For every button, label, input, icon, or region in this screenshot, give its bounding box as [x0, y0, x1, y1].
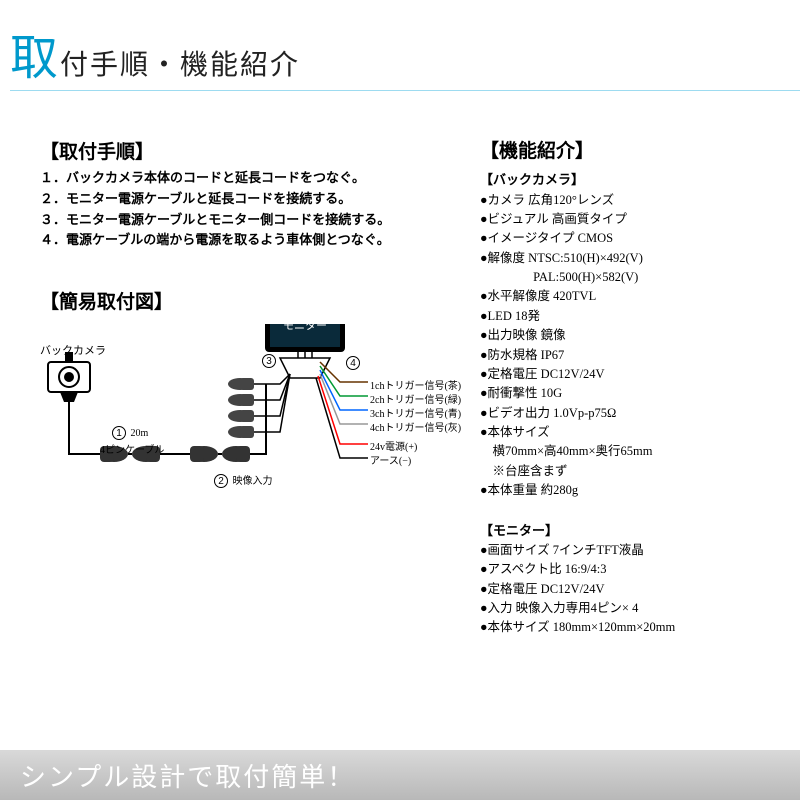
svg-text:モニター: モニター	[283, 324, 327, 332]
spec-line: ●水平解像度 420TVL	[480, 287, 790, 306]
specs-title: 【機能紹介】	[480, 137, 790, 166]
spec-line: 横70mm×高40mm×奥行65mm	[480, 442, 790, 461]
camera-header: 【バックカメラ】	[480, 170, 790, 190]
marker-1: 1 20m	[112, 426, 148, 440]
label-ch1: 1chトリガー信号(茶)	[370, 377, 461, 392]
label-power: 24v電源(+)	[370, 438, 417, 453]
steps-title: 【取付手順】	[40, 137, 480, 164]
circled-number: 4	[346, 356, 360, 370]
header-underline	[10, 90, 800, 91]
wiring-diagram: モニター バックカメラ 1 20m 4ピンケーブル	[40, 324, 480, 604]
monitor-icon: モニター	[265, 324, 345, 352]
header-first-char: 取	[10, 32, 60, 85]
label-ch3: 3chトリガー信号(青)	[370, 405, 461, 420]
monitor-header: 【モニター】	[480, 521, 790, 541]
header-rest: 付手順・機能紹介	[60, 50, 300, 81]
footer-bar: シンプル設計で取付簡単！	[0, 750, 800, 800]
page-header: 取付手順・機能紹介	[0, 0, 800, 97]
spec-line: ●画面サイズ 7インチTFT液晶	[480, 541, 790, 560]
connector-icon	[190, 446, 218, 462]
spec-line: ●LED 18発	[480, 307, 790, 326]
spec-line: ●定格電圧 DC12V/24V	[480, 580, 790, 599]
spec-line: ●ビデオ出力 1.0Vp-p75Ω	[480, 404, 790, 423]
spec-line: ●イメージタイプ CMOS	[480, 229, 790, 248]
monitor-specs: ●画面サイズ 7インチTFT液晶 ●アスペクト比 16:9/4:3 ●定格電圧 …	[480, 541, 790, 638]
label-cable-type: 4ピンケーブル	[100, 441, 164, 456]
spec-line: ●ビジュアル 高画質タイプ	[480, 210, 790, 229]
left-column: 【取付手順】 １．バックカメラ本体のコードと延長コードをつなぐ。 ２．モニター電…	[40, 137, 480, 638]
input-connector	[228, 426, 254, 438]
spec-line: ●入力 映像入力専用4ピン× 4	[480, 599, 790, 618]
spec-line: ●本体サイズ	[480, 423, 790, 442]
input-connector	[228, 394, 254, 406]
marker-2: 2 映像入力	[214, 472, 273, 488]
spec-line: ●出力映像 鏡像	[480, 326, 790, 345]
label-ch2: 2chトリガー信号(緑)	[370, 391, 461, 406]
circled-number: 2	[214, 474, 228, 488]
spec-line: ●本体重量 約280g	[480, 481, 790, 500]
spec-line: ※台座含まず	[480, 462, 790, 481]
spec-line: ●解像度 NTSC:510(H)×492(V)	[480, 249, 790, 268]
diagram-svg: モニター	[40, 324, 480, 604]
label-backcamera: バックカメラ	[40, 342, 106, 358]
step-line: ２．モニター電源ケーブルと延長コードを接続する。	[40, 189, 480, 210]
spec-line: ●防水規格 IP67	[480, 346, 790, 365]
connector-icon	[222, 446, 250, 462]
spec-line: ●定格電圧 DC12V/24V	[480, 365, 790, 384]
spec-line: PAL:500(H)×582(V)	[480, 268, 790, 287]
marker-4: 4	[346, 356, 360, 370]
cable-length: 20m	[131, 428, 149, 439]
label-ground: アース(−)	[370, 452, 411, 467]
spec-line: ●耐衝撃性 10G	[480, 384, 790, 403]
camera-icon	[48, 352, 90, 402]
content-area: 【取付手順】 １．バックカメラ本体のコードと延長コードをつなぐ。 ２．モニター電…	[0, 97, 800, 638]
footer-text: シンプル設計で取付簡単！	[20, 757, 355, 794]
camera-specs: ●カメラ 広角120°レンズ ●ビジュアル 高画質タイプ ●イメージタイプ CM…	[480, 191, 790, 501]
steps-list: １．バックカメラ本体のコードと延長コードをつなぐ。 ２．モニター電源ケーブルと延…	[40, 168, 480, 251]
spec-line: ●アスペクト比 16:9/4:3	[480, 560, 790, 579]
step-line: ４．電源ケーブルの端から電源を取るよう車体側とつなぐ。	[40, 230, 480, 251]
marker-3: 3	[262, 354, 276, 368]
diagram-title: 【簡易取付図】	[40, 287, 480, 314]
spec-line: ●カメラ 広角120°レンズ	[480, 191, 790, 210]
header-title: 取付手順・機能紹介	[10, 18, 800, 88]
input-connector	[228, 410, 254, 422]
right-column: 【機能紹介】 【バックカメラ】 ●カメラ 広角120°レンズ ●ビジュアル 高画…	[480, 137, 790, 638]
input-connector	[228, 378, 254, 390]
step-line: １．バックカメラ本体のコードと延長コードをつなぐ。	[40, 168, 480, 189]
spec-line: ●本体サイズ 180mm×120mm×20mm	[480, 618, 790, 637]
label-ch4: 4chトリガー信号(灰)	[370, 419, 461, 434]
label-video-input: 映像入力	[233, 476, 273, 487]
circled-number: 1	[112, 426, 126, 440]
step-line: ３．モニター電源ケーブルとモニター側コードを接続する。	[40, 210, 480, 231]
circled-number: 3	[262, 354, 276, 368]
